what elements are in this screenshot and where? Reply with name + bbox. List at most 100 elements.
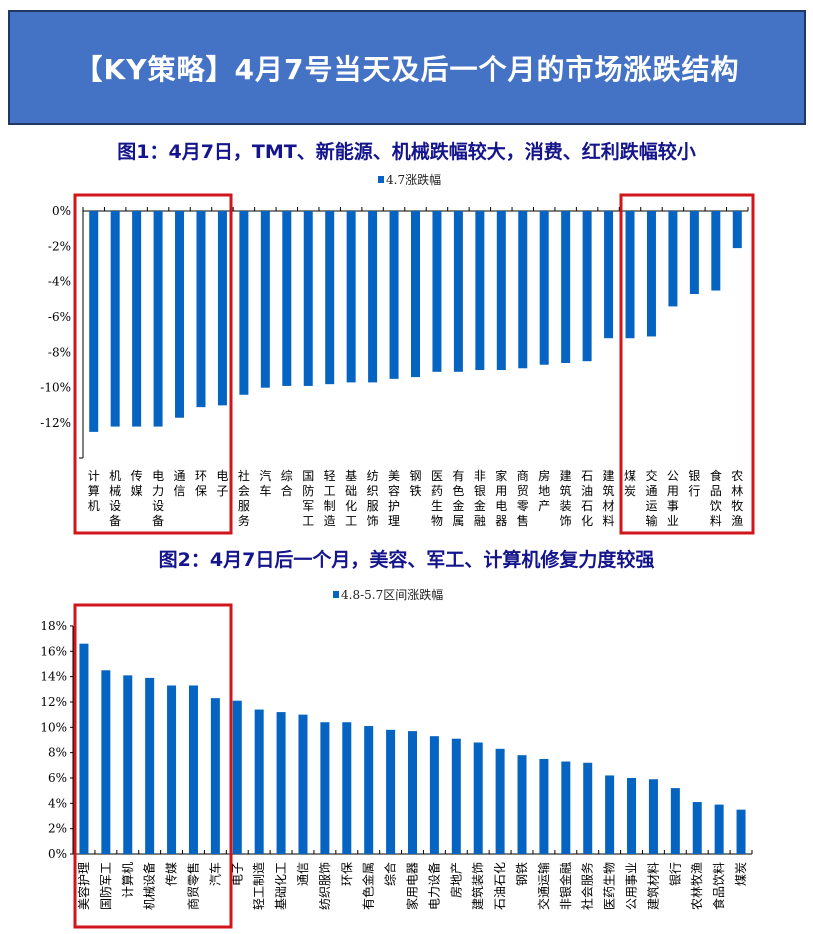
y-tick-label: 10%: [40, 720, 67, 734]
bar-医药生物: [605, 775, 615, 854]
category-label: 房地产: [448, 862, 463, 898]
category-label: 通信: [174, 469, 186, 498]
category-label: 国防军工: [302, 469, 314, 528]
category-label: 电力设备: [427, 862, 441, 910]
category-label: 医药生物: [431, 469, 443, 528]
category-label: 交通运输: [645, 468, 657, 528]
category-label: 石油石化: [493, 862, 507, 910]
bar-有色金属: [453, 211, 463, 372]
bar-计算机: [89, 211, 99, 432]
bar-石油石化: [495, 748, 505, 854]
bar-交通运输: [539, 758, 549, 854]
category-label: 食品饮料: [710, 468, 722, 528]
y-tick-label: 4%: [48, 796, 67, 810]
category-label: 家用电器: [405, 862, 420, 910]
bar-交通运输: [646, 211, 656, 337]
bar-食品饮料: [714, 804, 724, 854]
y-tick-label: -6%: [48, 310, 71, 324]
category-label: 建筑材料: [603, 469, 615, 528]
bar-基础化工: [276, 712, 286, 854]
category-label: 环保: [340, 862, 354, 886]
y-tick-label: -4%: [48, 275, 71, 289]
bar-商贸零售: [188, 685, 198, 854]
bar-石油石化: [582, 211, 592, 362]
category-label: 煤炭: [624, 469, 636, 498]
legend-swatch: [378, 176, 384, 183]
category-label: 电子: [216, 469, 228, 498]
bar-钢铁: [411, 211, 420, 378]
bar-环保: [342, 722, 352, 854]
category-label: 家用电器: [495, 468, 507, 528]
y-tick-label: 0%: [52, 204, 71, 218]
bar-钢铁: [517, 755, 527, 854]
category-label: 公用事业: [625, 862, 639, 910]
category-label: 公用事业: [667, 469, 679, 528]
category-label: 机械设备: [142, 862, 157, 910]
category-label: 汽车: [259, 468, 271, 498]
y-tick-label: 8%: [48, 746, 67, 760]
y-tick-label: 18%: [40, 619, 67, 633]
bar-计算机: [123, 675, 133, 854]
category-label: 综合: [383, 862, 398, 886]
category-label: 综合: [281, 469, 293, 498]
y-tick-label: -10%: [40, 381, 71, 395]
bar-公用事业: [668, 211, 678, 307]
category-label: 石油石化: [581, 469, 593, 528]
bar-轻工制造: [254, 709, 264, 854]
category-label: 计算机: [120, 862, 135, 898]
category-label: 社会服务: [238, 468, 250, 528]
y-tick-label: 14%: [40, 670, 67, 684]
bar-通信: [175, 211, 185, 418]
report-title: 【KY策略】4月7号当天及后一个月的市场涨跌结构: [74, 52, 740, 86]
bar-公用事业: [627, 777, 637, 854]
bar-纺织服饰: [368, 211, 378, 383]
category-label: 美容护理: [388, 469, 400, 528]
bar-煤炭: [736, 809, 746, 854]
category-label: 有色金属: [452, 469, 464, 528]
category-label: 电力设备: [152, 469, 164, 528]
bar-电子: [217, 211, 227, 406]
bar-家用电器: [408, 731, 417, 854]
category-label: 商贸零售: [517, 468, 529, 528]
bar-电子: [232, 700, 242, 854]
bar-农林牧渔: [692, 802, 702, 854]
y-tick-label: -2%: [48, 239, 71, 253]
y-tick-label: 16%: [40, 644, 67, 658]
category-label: 交通运输: [536, 862, 551, 910]
category-label: 有色金属: [361, 862, 376, 910]
bar-国防军工: [303, 211, 313, 386]
bar-基础化工: [346, 211, 356, 383]
y-tick-label: 0%: [48, 847, 67, 861]
bar-农林牧渔: [732, 211, 742, 249]
category-label: 通信: [296, 862, 310, 886]
category-label: 农林牧渔: [690, 862, 704, 910]
category-label: 轻工制造: [324, 469, 336, 528]
category-label: 建筑装饰: [560, 469, 572, 528]
bar-建筑装饰: [473, 742, 483, 854]
bar-房地产: [539, 211, 549, 365]
category-label: 食品饮料: [711, 862, 726, 910]
category-label: 基础化工: [274, 862, 288, 910]
category-label: 非银金融: [558, 862, 573, 910]
highlight-box-smallest-drops: [619, 193, 755, 535]
legend-label: 4.8-5.7区间涨跌幅: [341, 587, 443, 602]
category-label: 汽车: [207, 862, 222, 886]
category-label: 医药生物: [603, 862, 617, 910]
category-label: 商贸零售: [185, 862, 200, 910]
category-label: 传媒: [164, 862, 179, 886]
bar-有色金属: [364, 726, 374, 854]
category-label: 环保: [195, 469, 207, 498]
bar-建筑材料: [604, 211, 614, 339]
bar-传媒: [167, 685, 177, 854]
category-label: 计算机: [88, 469, 100, 513]
bar-食品饮料: [711, 211, 721, 291]
y-tick-label: 6%: [48, 771, 67, 785]
legend-label: 4.7涨跌幅: [386, 172, 441, 187]
bar-环保: [196, 211, 206, 408]
bar-纺织服饰: [320, 722, 330, 854]
y-tick-label: 12%: [40, 695, 67, 709]
bar-综合: [282, 211, 292, 386]
bar-医药生物: [432, 211, 442, 372]
category-label: 钢铁: [409, 469, 421, 498]
